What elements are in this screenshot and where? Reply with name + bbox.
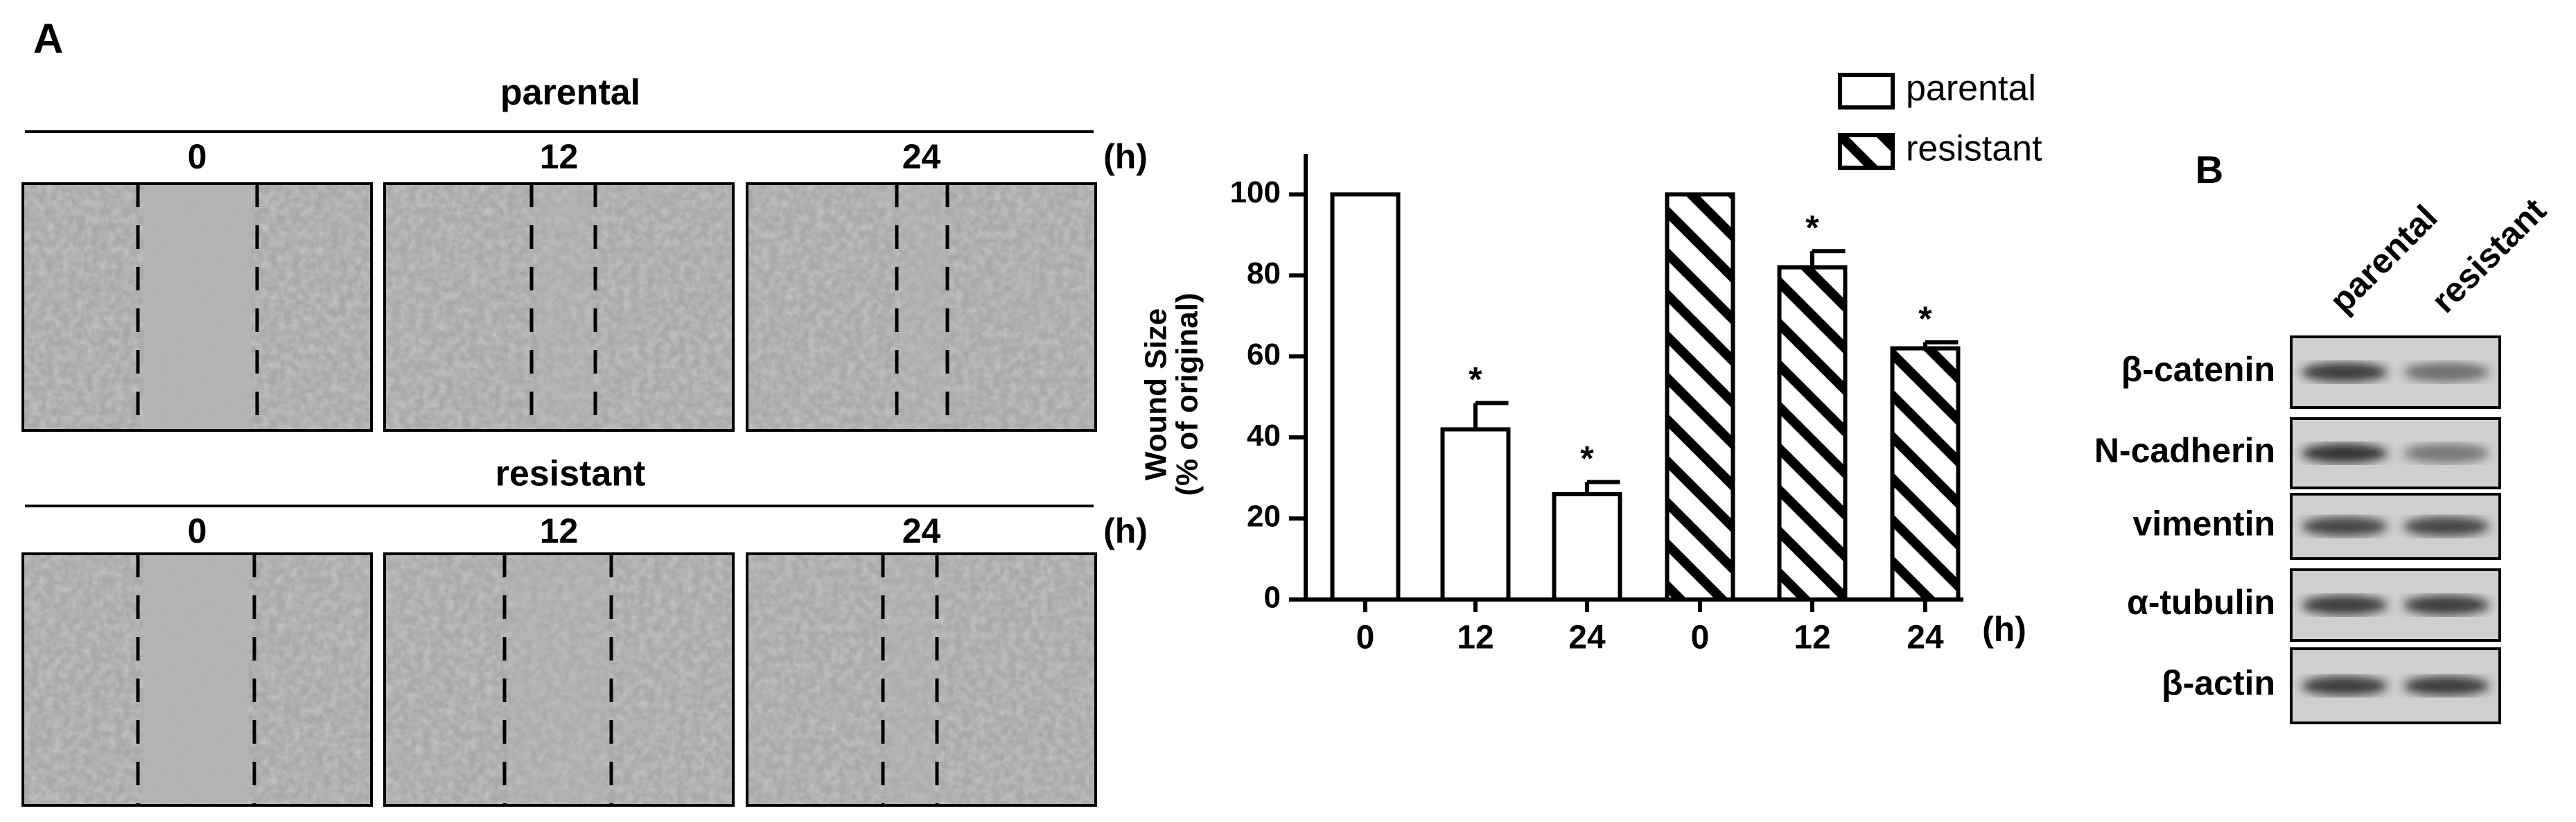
band xyxy=(2302,676,2387,696)
x-tick-label: 12 xyxy=(1794,620,1830,656)
time-label: 12 xyxy=(540,137,579,176)
x-tick-label: 12 xyxy=(1457,620,1493,656)
protein-label: α-tubulin xyxy=(2127,583,2275,622)
error-bar xyxy=(1585,480,1620,495)
band xyxy=(2302,444,2387,463)
group-title: parental xyxy=(500,73,640,113)
y-tick-label: 60 xyxy=(1247,338,1281,371)
blot-strip xyxy=(2290,647,2501,724)
y-tick-label: 0 xyxy=(1264,581,1281,615)
significance: * xyxy=(1580,439,1594,478)
wound-gap xyxy=(537,184,590,430)
time-label: 0 xyxy=(188,511,207,550)
protein-label: vimentin xyxy=(2132,505,2275,543)
unit-label: (h) xyxy=(1103,511,1148,550)
micrograph-frame xyxy=(383,182,735,432)
bar xyxy=(1552,492,1622,602)
band xyxy=(2403,516,2489,536)
band xyxy=(2302,362,2387,382)
micrograph xyxy=(385,554,733,805)
bar xyxy=(1777,265,1848,602)
time-label: 12 xyxy=(540,511,579,550)
significance: * xyxy=(1469,360,1482,399)
lane-label: parental xyxy=(2322,198,2445,320)
panel-label: B xyxy=(2196,148,2223,191)
y-tick-label: 100 xyxy=(1230,175,1281,209)
band xyxy=(2302,516,2387,536)
band xyxy=(2403,595,2489,615)
micrograph-frame xyxy=(21,552,373,807)
protein-label: β-catenin xyxy=(2121,350,2275,389)
y-axis-label: Wound Size xyxy=(1139,308,1173,481)
micrograph-frame xyxy=(746,552,1097,807)
y-tick-label: 40 xyxy=(1247,419,1281,453)
y-tick-label: 20 xyxy=(1247,500,1281,534)
micrograph-frame xyxy=(746,182,1097,432)
significance: * xyxy=(1918,299,1932,338)
x-tick-label: 0 xyxy=(1691,620,1710,656)
error-bar xyxy=(1473,401,1509,430)
x-tick-label: 24 xyxy=(1568,620,1606,656)
time-label: 24 xyxy=(902,137,941,176)
micrograph xyxy=(385,184,733,430)
legend-label: parental xyxy=(1906,69,2036,109)
bar xyxy=(1665,192,1735,602)
wound-gap xyxy=(888,554,931,805)
x-tick-label: 24 xyxy=(1907,620,1944,656)
panel-label: A xyxy=(33,15,63,62)
band xyxy=(2302,595,2387,615)
band xyxy=(2403,676,2489,696)
lane-label: resistant xyxy=(2424,191,2554,320)
micrograph xyxy=(747,184,1096,430)
wound-gap xyxy=(143,554,249,805)
x-axis-label: (h) xyxy=(1982,610,2026,649)
wound-gap xyxy=(902,184,942,430)
protein-label: β-actin xyxy=(2162,664,2275,703)
error-bar xyxy=(1810,249,1846,268)
error-bar xyxy=(1923,340,1959,349)
bar xyxy=(1890,346,1961,602)
bar xyxy=(1330,192,1401,602)
y-axis-label: (% of original) xyxy=(1171,292,1204,496)
wound-gap xyxy=(510,554,606,805)
legend-swatch xyxy=(1838,133,1895,170)
legend-swatch xyxy=(1838,73,1895,110)
wound-gap xyxy=(143,184,252,430)
band xyxy=(2403,444,2489,463)
time-label: 0 xyxy=(188,137,207,176)
micrograph xyxy=(747,554,1096,805)
x-tick-label: 0 xyxy=(1356,620,1375,656)
legend-label: resistant xyxy=(1906,129,2042,169)
time-label: 24 xyxy=(902,511,941,550)
micrograph-frame xyxy=(21,182,373,432)
unit-label: (h) xyxy=(1103,137,1148,176)
band xyxy=(2403,362,2489,382)
significance: * xyxy=(1805,208,1819,247)
y-tick-label: 80 xyxy=(1247,256,1281,290)
bar xyxy=(1440,427,1511,602)
group-title: resistant xyxy=(496,454,646,494)
micrograph-frame xyxy=(383,552,735,807)
protein-label: N-cadherin xyxy=(2094,431,2275,470)
